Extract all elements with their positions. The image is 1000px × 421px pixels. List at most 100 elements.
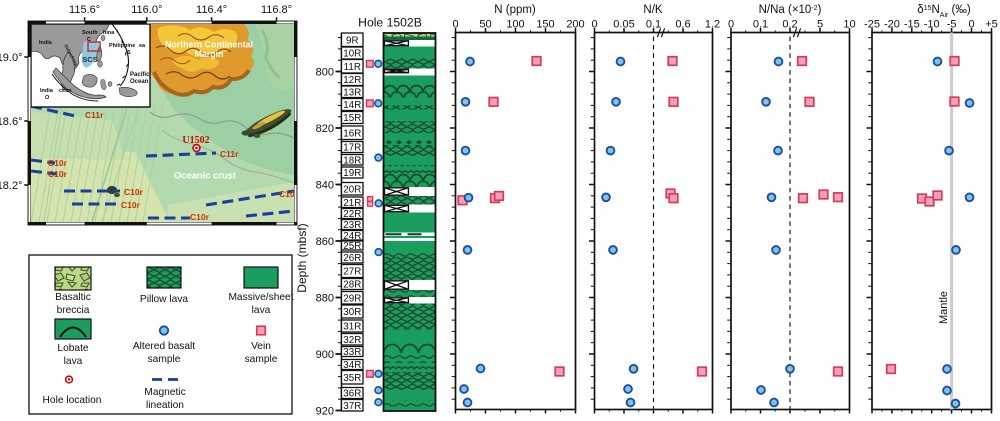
svg-text:18.6°: 18.6° [0, 116, 23, 128]
svg-text:hina: hina [103, 30, 115, 36]
svg-text:Ocean: Ocean [130, 79, 149, 85]
svg-text:Vein: Vein [251, 341, 271, 352]
svg-text:sample: sample [148, 354, 181, 365]
svg-text:18.2°: 18.2° [0, 180, 23, 192]
svg-text:+5: +5 [985, 19, 998, 31]
svg-text:100: 100 [506, 19, 524, 31]
svg-text:116.0°: 116.0° [131, 4, 162, 16]
svg-text:820: 820 [316, 123, 334, 135]
svg-text:C11r: C11r [85, 110, 104, 120]
svg-text:Hole location: Hole location [43, 395, 102, 406]
svg-text:Pillow lava: Pillow lava [140, 294, 188, 305]
svg-text:N (ppm): N (ppm) [494, 4, 536, 16]
svg-text:15R: 15R [343, 113, 361, 124]
svg-text:C10r: C10r [279, 189, 299, 199]
svg-text:S: S [127, 50, 131, 56]
svg-text:0.6: 0.6 [675, 19, 690, 31]
svg-text:ea: ea [139, 43, 146, 49]
svg-text:South: South [82, 30, 98, 36]
svg-text:Margin: Margin [195, 49, 224, 59]
svg-text:0.05: 0.05 [613, 19, 634, 31]
svg-text:Magnetic: Magnetic [144, 387, 185, 398]
svg-text:Depth (mbsf): Depth (mbsf) [295, 223, 309, 292]
svg-text:0.2: 0.2 [782, 19, 797, 31]
svg-text:115.6°: 115.6° [69, 4, 100, 16]
svg-text:840: 840 [316, 180, 334, 192]
svg-text:C10r: C10r [121, 200, 141, 210]
svg-text:900: 900 [316, 349, 334, 361]
svg-text:lava: lava [64, 356, 83, 367]
svg-text:29R: 29R [343, 293, 361, 304]
svg-text:37R: 37R [343, 401, 361, 412]
svg-text:13R: 13R [343, 87, 361, 98]
svg-text:880: 880 [316, 293, 334, 305]
svg-text:5: 5 [817, 19, 823, 31]
svg-text:18R: 18R [343, 155, 361, 166]
svg-text:-10: -10 [924, 19, 940, 31]
svg-text:19R: 19R [343, 168, 361, 179]
svg-text:Northern Continental: Northern Continental [165, 40, 253, 50]
svg-text:lava: lava [252, 305, 271, 316]
svg-text:Pacific: Pacific [130, 72, 150, 78]
svg-text:C11r: C11r [220, 149, 239, 159]
svg-text:31R: 31R [343, 322, 361, 333]
svg-text:Hole 1502B: Hole 1502B [358, 16, 422, 30]
svg-text:lineation: lineation [146, 400, 184, 411]
svg-text:116.4°: 116.4° [196, 4, 227, 16]
svg-text:N/Na (×10-2): N/Na (×10-2) [759, 4, 822, 16]
svg-text:1.2: 1.2 [705, 19, 720, 31]
svg-text:breccia: breccia [57, 305, 90, 316]
svg-text:10R: 10R [343, 49, 361, 60]
svg-text:26R: 26R [343, 253, 361, 264]
svg-text:116.8°: 116.8° [261, 4, 292, 16]
svg-text:33R: 33R [343, 347, 361, 358]
svg-text:24R: 24R [343, 231, 361, 242]
svg-text:Massive/sheet: Massive/sheet [228, 292, 293, 303]
svg-text:0.1: 0.1 [753, 19, 768, 31]
svg-text:150: 150 [536, 19, 554, 31]
svg-text:C10r: C10r [124, 187, 144, 197]
svg-text:SCS: SCS [82, 55, 97, 64]
svg-text:27R: 27R [343, 267, 361, 278]
svg-text:C10r: C10r [48, 158, 68, 168]
svg-text:200: 200 [566, 19, 584, 31]
svg-text:C10r: C10r [190, 212, 210, 222]
svg-text:-20: -20 [884, 19, 900, 31]
svg-text:25R: 25R [343, 241, 361, 252]
svg-text:0.1: 0.1 [646, 19, 661, 31]
svg-text:0: 0 [968, 19, 974, 31]
svg-text:32R: 32R [343, 335, 361, 346]
svg-text:sample: sample [245, 354, 278, 365]
svg-text:50: 50 [479, 19, 491, 31]
svg-text:C: C [87, 37, 91, 43]
svg-text:δ15NAir (‰): δ15NAir (‰) [917, 4, 971, 19]
svg-text:0: 0 [591, 19, 597, 31]
svg-text:20R: 20R [343, 184, 361, 195]
svg-text:35R: 35R [343, 373, 361, 384]
svg-text:22R: 22R [343, 209, 361, 220]
svg-text:19.0°: 19.0° [0, 52, 23, 64]
svg-text:-25: -25 [864, 19, 880, 31]
svg-text:Philippine: Philippine [109, 43, 135, 49]
svg-text:cean: cean [59, 88, 72, 94]
svg-text:India: India [39, 40, 53, 46]
svg-text:30R: 30R [343, 307, 361, 318]
svg-text:N/K: N/K [643, 4, 663, 16]
svg-text:36R: 36R [343, 389, 361, 400]
svg-text:0: 0 [452, 19, 458, 31]
svg-text:Oceanic crust: Oceanic crust [174, 170, 236, 181]
svg-text:17R: 17R [343, 143, 361, 154]
svg-text:India: India [40, 88, 54, 94]
svg-text:28R: 28R [343, 280, 361, 291]
svg-text:16R: 16R [343, 128, 361, 139]
svg-text:10: 10 [843, 19, 855, 31]
svg-text:800: 800 [316, 67, 334, 79]
svg-text:9R: 9R [346, 35, 359, 46]
svg-text:11R: 11R [344, 62, 361, 73]
svg-text:860: 860 [316, 236, 334, 248]
svg-text:Altered basalt: Altered basalt [133, 341, 195, 352]
svg-text:Mantle: Mantle [938, 291, 950, 324]
svg-text:920: 920 [316, 406, 334, 417]
svg-text:21R: 21R [343, 198, 361, 209]
svg-text:34R: 34R [343, 360, 361, 371]
